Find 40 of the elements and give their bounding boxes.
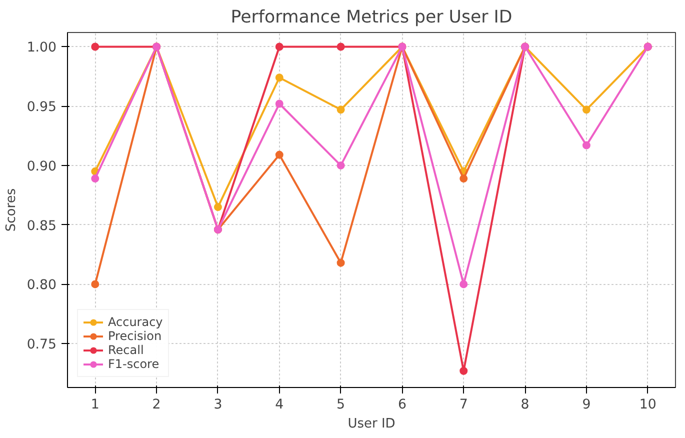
point [275,100,284,108]
x-tick-label: 8 [520,398,530,412]
point [460,366,468,375]
point [336,42,345,51]
point [91,42,100,51]
point [275,74,284,82]
legend-label: F1-score [108,357,160,371]
point [460,280,468,288]
x-tick-label: 6 [398,398,406,412]
point [91,280,100,288]
x-tick-label: 4 [275,398,284,412]
x-axis-title: User ID [348,416,396,432]
point [214,203,222,212]
y-tick-label: 1.00 [26,40,57,56]
x-tick-label: 1 [90,398,100,412]
point [336,258,345,267]
y-axis-title: Scores [4,188,19,232]
x-tick-label: 9 [582,398,591,412]
y-tick-label: 0.75 [26,338,57,353]
point [582,106,590,114]
point [336,161,345,170]
legend-label: Precision [108,329,162,343]
legend-label: Accuracy [108,315,163,329]
legend-label: Recall [108,343,144,357]
x-tick-label: 5 [336,398,346,412]
y-tick-label: 0.95 [26,100,57,116]
chart-title: Performance Metrics per User ID [230,8,512,28]
point [460,174,468,183]
point [275,42,284,51]
x-tick-label: 10 [639,398,656,412]
x-tick-label: 3 [214,398,222,412]
point [91,174,100,183]
point [582,141,590,150]
y-tick-label: 0.80 [26,278,57,294]
y-tick-label: 0.90 [26,159,57,174]
x-tick-label: 2 [152,398,161,412]
point [275,150,284,159]
x-tick-label: 7 [459,398,468,412]
y-tick-label: 0.85 [26,218,57,234]
point [336,106,345,114]
